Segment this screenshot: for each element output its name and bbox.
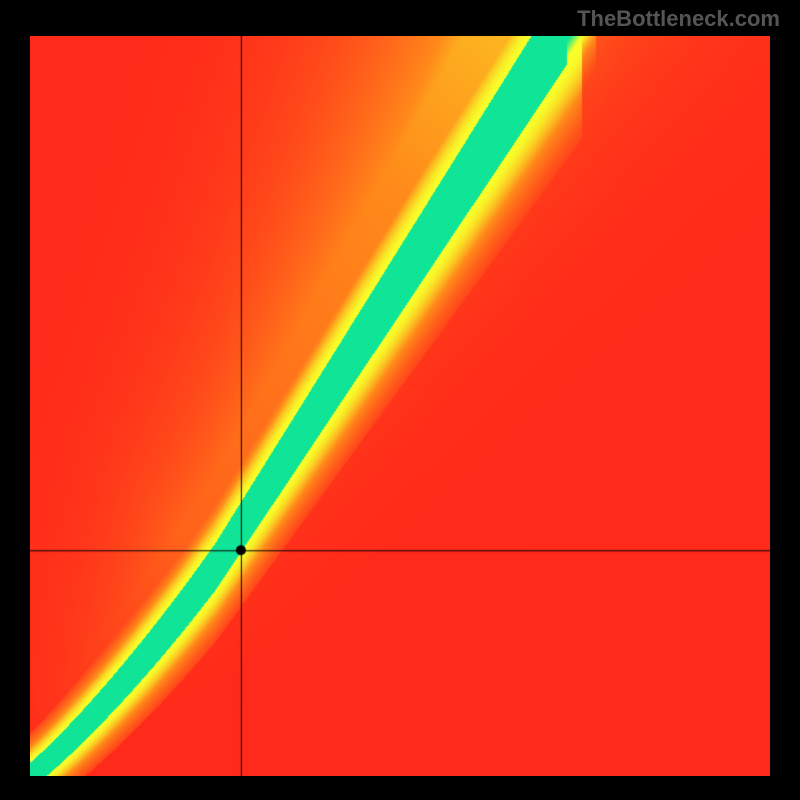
heatmap-canvas: [30, 36, 770, 776]
watermark-text: TheBottleneck.com: [577, 6, 780, 32]
chart-container: TheBottleneck.com: [0, 0, 800, 800]
plot-area: [30, 36, 770, 776]
